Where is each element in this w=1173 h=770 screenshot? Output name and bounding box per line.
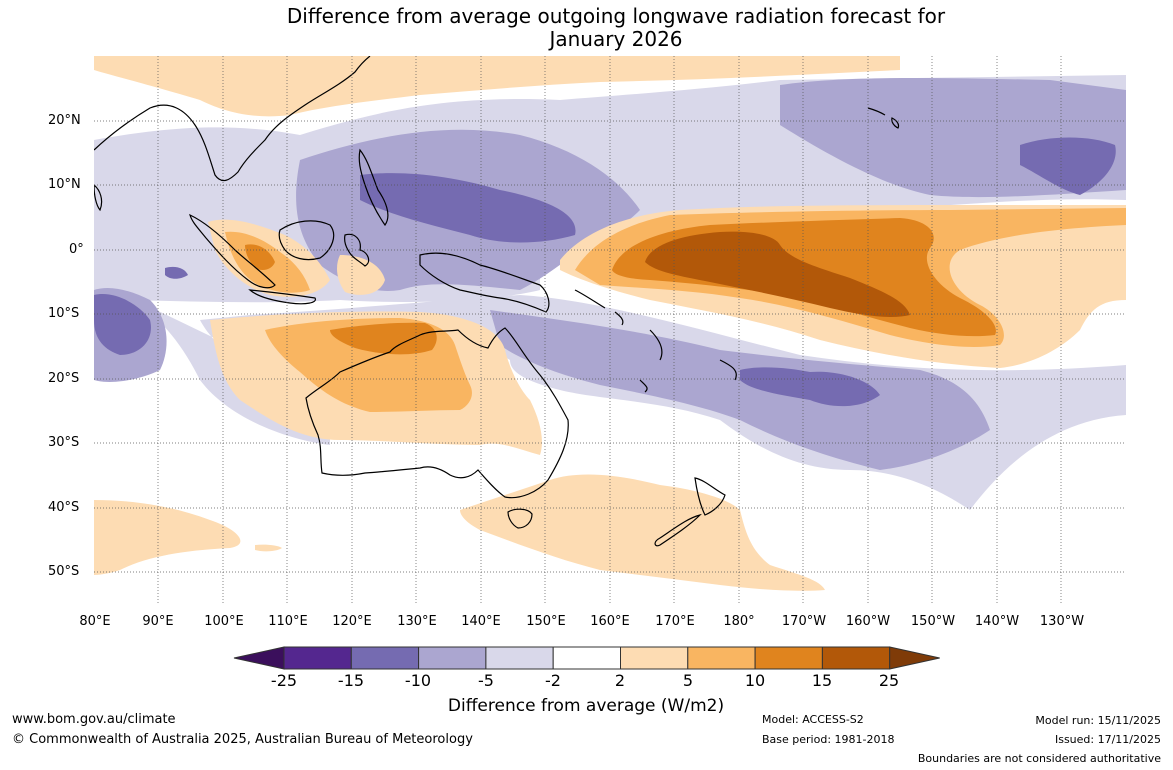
footer-website: www.bom.gov.au/climate: [12, 712, 176, 727]
lat-label-40s: 40°S: [48, 500, 80, 515]
colorbar-segment: [552, 646, 622, 670]
lon-label-130e: 130°E: [397, 614, 437, 629]
lat-label-10s: 10°S: [48, 306, 80, 321]
lon-label-100e: 100°E: [204, 614, 244, 629]
lon-label-140e: 140°E: [461, 614, 501, 629]
lat-label-20s: 20°S: [48, 371, 80, 386]
new-guinea-outline: [419, 252, 550, 313]
colorbar-segment: [350, 646, 420, 670]
colorbar-label-25: 25: [878, 671, 900, 690]
map-gridlines: [94, 56, 1126, 605]
colorbar-label-10: 10: [744, 671, 766, 690]
colorbar-extension-high: [889, 646, 940, 670]
lon-label-180: 180°: [723, 614, 755, 629]
anomaly-strong-negative: [94, 137, 1116, 407]
lon-label-170w: 170°W: [781, 614, 827, 629]
lon-label-170e: 170°E: [655, 614, 695, 629]
footer-copyright: © Commonwealth of Australia 2025, Austra…: [12, 732, 473, 747]
sri-lanka-outline: [94, 184, 103, 212]
footer-base-period: Base period: 1981-2018: [762, 733, 895, 746]
australia-outline: [305, 327, 569, 499]
colorbar-label-2: 2: [614, 671, 626, 690]
borneo-outline: [278, 220, 335, 261]
colorbar-segment: [687, 646, 756, 670]
new-zealand-outline: [654, 477, 726, 547]
colorbar-label-minus5: -5: [478, 671, 494, 690]
colorbar: [233, 646, 940, 670]
lon-label-80e: 80°E: [79, 614, 111, 629]
footer-issued: Issued: 17/11/2025: [1054, 733, 1161, 746]
footer-model-run: Model run: 15/11/2025: [1035, 714, 1161, 727]
philippines-outline: [358, 148, 389, 227]
tasmania-outline: [507, 508, 533, 529]
colorbar-label-15: 15: [811, 671, 833, 690]
map-title-line1: Difference from average outgoing longwav…: [286, 4, 946, 28]
colorbar-segment: [821, 646, 891, 670]
colorbar-label-5: 5: [682, 671, 694, 690]
footer-model: Model: ACCESS-S2: [762, 713, 864, 726]
lon-label-120e: 120°E: [332, 614, 372, 629]
lat-label-equator: 0°: [69, 242, 84, 257]
hawaii-outline: [867, 107, 900, 129]
java-outline: [248, 289, 317, 305]
lat-label-30s: 30°S: [48, 435, 80, 450]
colorbar-label-minus25: -25: [270, 671, 298, 690]
colorbar-segment: [620, 646, 689, 670]
lon-label-150w: 150°W: [910, 614, 956, 629]
lon-label-160e: 160°E: [590, 614, 630, 629]
colorbar-title: Difference from average (W/m2): [447, 696, 725, 716]
anomaly-very-strong-positive: [645, 231, 910, 318]
lat-label-50s: 50°S: [48, 564, 80, 579]
lon-label-130w: 130°W: [1039, 614, 1085, 629]
lat-label-10n: 10°N: [48, 177, 81, 192]
colorbar-segment: [754, 646, 823, 670]
pacific-islands-outline: [574, 289, 737, 393]
lon-label-90e: 90°E: [142, 614, 174, 629]
colorbar-segment: [418, 646, 487, 670]
lon-label-160w: 160°W: [845, 614, 891, 629]
lon-label-110e: 110°E: [268, 614, 308, 629]
asia-coastline: [94, 56, 371, 182]
lon-label-150e: 150°E: [526, 614, 566, 629]
colorbar-segment: [283, 646, 352, 670]
lon-label-140w: 140°W: [974, 614, 1020, 629]
map-title-line2: January 2026: [549, 27, 683, 51]
sulawesi-outline: [344, 233, 370, 267]
sumatra-outline: [189, 213, 276, 289]
colorbar-label-minus10: -10: [404, 671, 432, 690]
colorbar-segment: [485, 646, 554, 670]
coastlines: [94, 56, 900, 547]
lat-label-20n: 20°N: [48, 113, 81, 128]
colorbar-extension-low: [233, 646, 285, 670]
map-plot-area: [94, 56, 1126, 605]
colorbar-label-minus2: -2: [545, 671, 561, 690]
footer-disclaimer: Boundaries are not considered authoritat…: [917, 752, 1161, 765]
colorbar-label-minus15: -15: [337, 671, 365, 690]
